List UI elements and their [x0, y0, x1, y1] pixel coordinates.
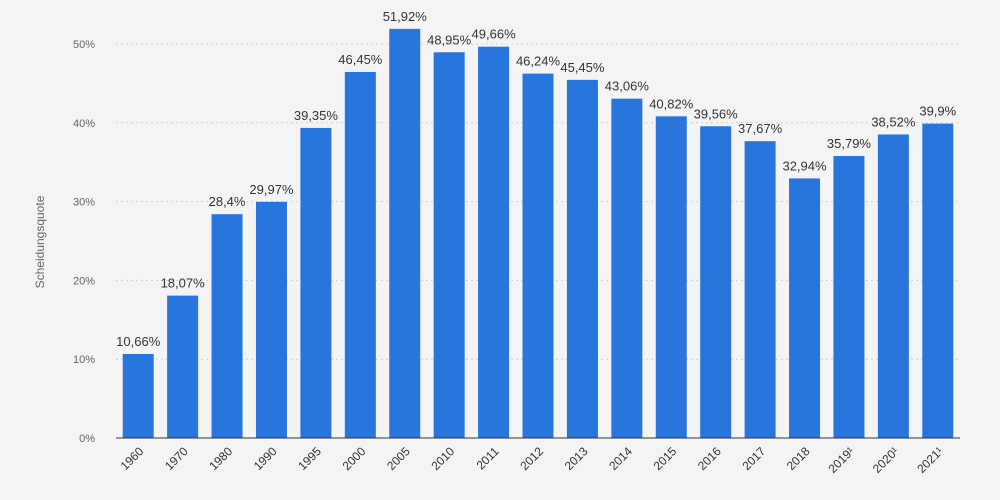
- x-tick-label: 2021¹: [914, 444, 946, 476]
- x-tick-label: 2015: [651, 444, 680, 473]
- x-tick-label: 1980: [206, 444, 235, 473]
- data-label: 39,56%: [694, 106, 739, 121]
- data-label: 51,92%: [383, 9, 428, 24]
- data-label: 39,9%: [919, 104, 956, 119]
- y-tick-label: 40%: [73, 118, 95, 130]
- x-tick-label: 2011: [474, 444, 502, 472]
- x-tick-label: 2000: [340, 444, 369, 473]
- bar: [877, 134, 909, 438]
- data-label: 49,66%: [472, 27, 517, 42]
- data-label: 35,79%: [827, 136, 872, 151]
- data-label: 37,67%: [738, 121, 783, 136]
- bar: [922, 123, 954, 438]
- data-label: 39,35%: [294, 108, 339, 123]
- bar: [522, 73, 554, 439]
- bar: [566, 79, 598, 438]
- data-label: 46,24%: [516, 54, 561, 69]
- x-tick-label: 2018: [784, 444, 813, 473]
- x-tick-label: 1970: [162, 444, 191, 473]
- y-tick-label: 10%: [73, 354, 95, 366]
- bar: [744, 141, 776, 438]
- x-tick-label: 2016: [695, 444, 724, 473]
- bar: [122, 353, 154, 438]
- data-label: 32,94%: [782, 158, 827, 173]
- bar: [300, 127, 332, 438]
- bar: [700, 126, 732, 438]
- bar: [433, 52, 465, 439]
- x-tick-label: 2013: [562, 444, 591, 473]
- bar: [211, 214, 243, 438]
- data-label: 43,06%: [605, 79, 650, 94]
- bar: [478, 46, 510, 438]
- data-label: 18,07%: [161, 276, 206, 291]
- bar: [344, 71, 376, 438]
- x-tick-label: 2019¹: [825, 444, 857, 476]
- x-tick-label: 2010: [428, 444, 457, 473]
- bar: [611, 98, 643, 439]
- x-tick-label: 2020¹: [870, 444, 902, 476]
- data-label: 40,82%: [649, 96, 694, 111]
- bar: [789, 178, 821, 438]
- data-label: 38,52%: [871, 114, 916, 129]
- x-tick-label: 2012: [517, 444, 546, 473]
- bar: [255, 201, 287, 438]
- y-tick-label: 0%: [79, 433, 95, 445]
- x-tick-label: 2017: [739, 444, 768, 473]
- y-tick-label: 20%: [73, 275, 95, 287]
- x-tick-label: 2014: [606, 444, 635, 473]
- data-label: 29,97%: [249, 182, 294, 197]
- bar: [389, 28, 421, 439]
- data-label: 46,45%: [338, 52, 383, 67]
- x-tick-label: 2005: [384, 444, 413, 473]
- data-label: 10,66%: [116, 334, 161, 349]
- x-tick-label: 1960: [118, 444, 147, 473]
- y-tick-label: 50%: [73, 39, 95, 51]
- bar: [833, 155, 865, 438]
- bar: [655, 116, 687, 438]
- y-tick-label: 30%: [73, 197, 95, 209]
- x-tick-label: 1990: [251, 444, 280, 473]
- bar: [167, 295, 199, 438]
- data-label: 48,95%: [427, 32, 472, 47]
- data-label: 28,4%: [209, 194, 246, 209]
- data-label: 45,45%: [560, 60, 605, 75]
- x-tick-label: 1995: [295, 444, 324, 473]
